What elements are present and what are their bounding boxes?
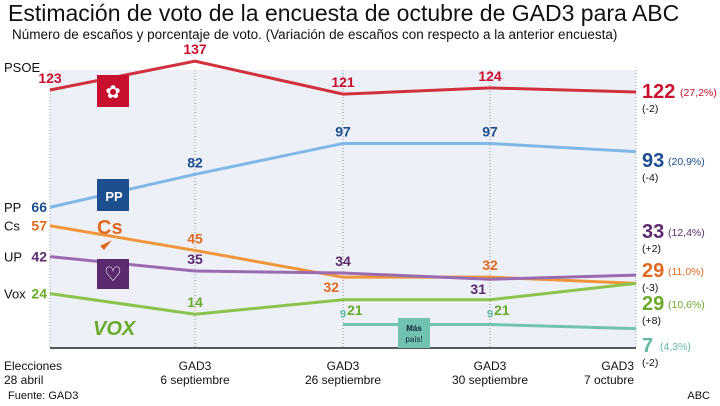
data-label: 121 [331,74,355,90]
pp-logo [97,179,129,211]
end-value-label: 7 [642,335,653,357]
data-label: 21 [347,302,363,318]
series-line-pp [49,141,637,209]
data-label: 35 [187,251,203,267]
end-change-label: (+2) [642,243,661,255]
cs-logo: Cs [97,217,123,239]
end-pct-label: (11,0%) [668,266,704,278]
mas-pais-logo-text: Más [406,324,422,333]
data-label: 66 [31,199,47,215]
series-line-psoe [49,59,637,96]
end-change-label: (-4) [642,172,658,184]
end-value-label: 33 [642,221,664,243]
data-label: 9 [340,308,346,320]
data-label: 97 [482,123,498,139]
data-label: 97 [335,123,351,139]
end-pct-label: (27,2%) [680,87,717,99]
end-pct-label: (4,3%) [660,341,691,353]
mas-pais-logo-text: país! [405,335,422,344]
data-label: 34 [335,253,351,269]
end-pct-label: (12,4%) [668,227,705,239]
x-tick-label: GAD3 [601,359,634,373]
mas-pais-logo [398,318,430,348]
data-label: 82 [187,154,203,170]
x-tick-label: 26 septiembre [305,373,381,387]
series-name: PSOE [4,60,40,75]
data-label: 24 [31,286,47,302]
series-line-up [49,255,637,281]
x-tick-label: GAD3 [179,359,212,373]
heart-icon: ♡ [104,264,122,286]
x-tick-label: 6 septiembre [160,373,230,387]
up-heart-logo [97,259,129,289]
end-pct-label: (10,6%) [668,299,705,311]
data-label: 42 [31,249,47,265]
cs-logo-arrow [100,240,112,250]
pp-logo-text: PP [105,189,123,204]
end-change-label: (-2) [642,103,658,115]
source-note: Fuente: GAD3 [8,390,79,402]
x-tick-label: GAD3 [327,359,360,373]
end-change-label: (-2) [642,357,658,369]
data-label: 137 [183,41,207,57]
credit: ABC [687,390,710,402]
data-label: 32 [323,279,339,295]
series-name: UP [4,250,22,265]
x-tick-label: 28 abril [4,373,43,387]
end-change-label: (+8) [642,315,661,327]
end-value-label: 122 [642,81,675,103]
series-name: Vox [4,287,26,302]
data-label: 21 [494,302,510,318]
series-name: Cs [4,219,20,234]
end-value-label: 29 [642,260,664,282]
chart-subtitle: Número de escaños y porcentaje de voto. … [12,27,618,42]
series-line-mas-pais [343,322,637,331]
vox-logo: VOX [93,318,137,340]
x-tick-label: 30 septiembre [452,373,528,387]
x-tick-label: Elecciones [4,359,62,373]
series-line-vox [49,281,637,316]
end-value-label: 93 [642,150,664,172]
x-tick-label: GAD3 [474,359,507,373]
data-label: 31 [470,281,486,297]
psoe-rose-glyph: ✿ [105,82,120,102]
end-pct-label: (20,9%) [668,156,705,168]
data-label: 14 [187,294,203,310]
series-name: PP [4,200,21,215]
x-tick-label: 7 octubre [584,373,634,387]
data-label: 9 [487,308,493,320]
data-label: 45 [187,230,203,246]
data-label: 123 [38,70,62,86]
end-value-label: 29 [642,293,664,315]
data-label: 32 [482,257,498,273]
end-change-label: (-3) [642,282,658,294]
data-label: 124 [478,68,502,84]
psoe-rose-logo [97,75,129,107]
chart-title: Estimación de voto de la encuesta de oct… [8,0,680,26]
data-label: 57 [31,218,47,234]
